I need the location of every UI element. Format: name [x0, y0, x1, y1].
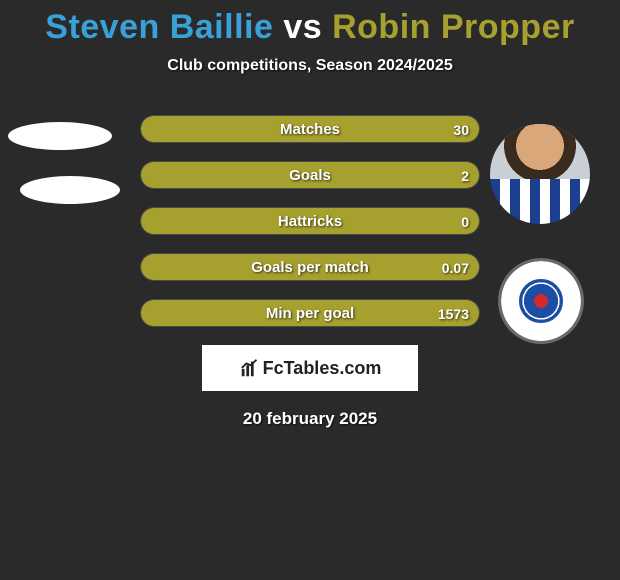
stat-value-right: 0	[461, 208, 469, 235]
player1-avatar-placeholder-1	[8, 122, 112, 150]
stat-value-right: 2	[461, 162, 469, 189]
date-text: 20 february 2025	[0, 409, 620, 429]
stat-label: Goals per match	[141, 254, 479, 281]
player2-club-badge	[498, 258, 584, 344]
stat-value-right: 1573	[438, 300, 469, 327]
stat-value-right: 0.07	[442, 254, 469, 281]
subtitle: Club competitions, Season 2024/2025	[0, 57, 620, 75]
stat-row: Matches30	[140, 115, 480, 143]
stat-row: Goals2	[140, 161, 480, 189]
player2-name: Robin Propper	[332, 8, 575, 46]
player1-avatar-placeholder-2	[20, 176, 120, 204]
title-vs: vs	[283, 8, 322, 46]
stat-row: Goals per match0.07	[140, 253, 480, 281]
player2-photo	[490, 124, 590, 224]
comparison-title: Steven Baillie vs Robin Propper	[0, 0, 620, 47]
stat-value-right: 30	[453, 116, 469, 143]
stat-row: Hattricks0	[140, 207, 480, 235]
player1-name: Steven Baillie	[45, 8, 273, 46]
chart-icon	[239, 357, 261, 379]
stat-row: Min per goal1573	[140, 299, 480, 327]
fctables-logo[interactable]: FcTables.com	[202, 345, 418, 391]
stat-label: Goals	[141, 162, 479, 189]
stat-label: Matches	[141, 116, 479, 143]
logo-text: FcTables.com	[263, 358, 382, 379]
stat-label: Hattricks	[141, 208, 479, 235]
stat-label: Min per goal	[141, 300, 479, 327]
